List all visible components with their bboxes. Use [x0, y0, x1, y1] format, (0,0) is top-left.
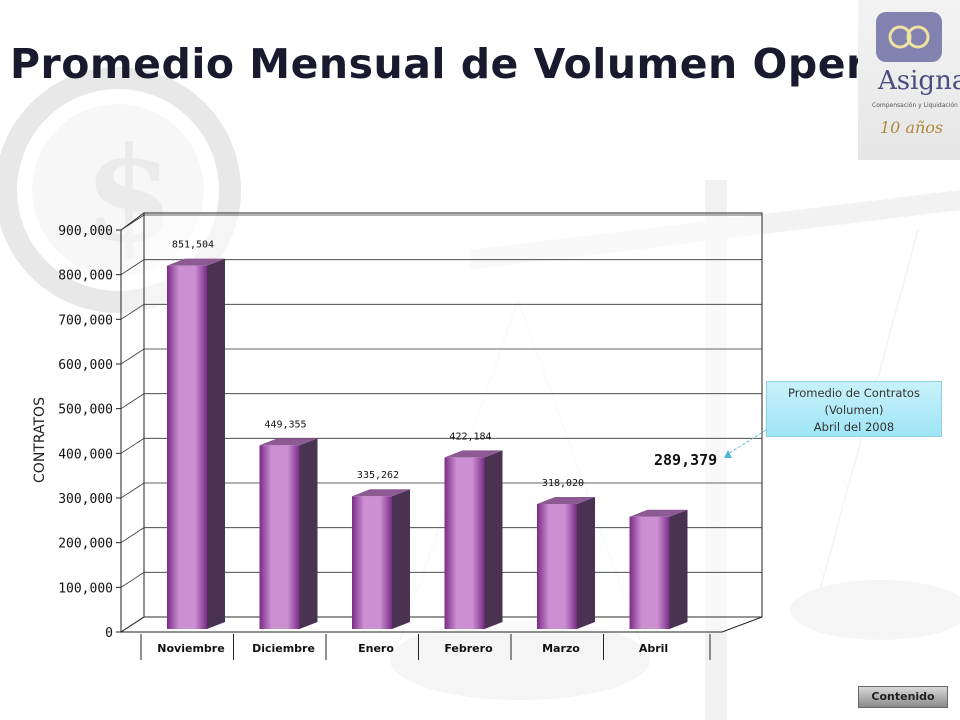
- bar: [167, 258, 225, 629]
- logo-name: Asigna: [878, 66, 960, 96]
- bar-front: [444, 457, 485, 629]
- callout-line-1: Promedio de Contratos: [788, 386, 920, 400]
- bar-front: [352, 496, 392, 629]
- bar-top: [537, 496, 595, 504]
- y-tick-label: 700,000: [58, 313, 113, 328]
- bar: [259, 438, 318, 629]
- data-label: 335,262: [357, 470, 399, 481]
- y-tick-label: 400,000: [58, 447, 113, 462]
- callout-line-3: Abril del 2008: [813, 420, 895, 434]
- callout-value: 289,379: [654, 451, 718, 469]
- data-label: 449,355: [264, 419, 306, 430]
- bar-side: [484, 450, 503, 629]
- plot-side-wall: [120, 212, 145, 633]
- y-tick-label: 100,000: [58, 581, 113, 596]
- gridline: [120, 348, 762, 365]
- dollar-coin-icon: $: [0, 67, 241, 313]
- bar: [444, 450, 503, 629]
- x-tick-label: Diciembre: [252, 642, 315, 655]
- callout-pointer-arrow: [724, 450, 732, 458]
- y-tick-label: 200,000: [58, 537, 113, 552]
- bar-side: [207, 258, 225, 629]
- gridline: [120, 303, 762, 320]
- x-tick-label: Enero: [358, 642, 394, 655]
- y-axis-title-text: CONTRATOS: [32, 397, 48, 483]
- bar-front: [167, 265, 207, 629]
- bar-front: [629, 516, 670, 629]
- y-tick-label: 300,000: [58, 492, 113, 507]
- bar-side: [577, 496, 595, 629]
- callout-box: Promedio de Contratos (Volumen) Abril de…: [766, 381, 942, 437]
- x-tick-label: Abril: [639, 642, 668, 655]
- bar: [537, 496, 595, 629]
- logo-anniversary: 10 años: [880, 118, 944, 137]
- data-label: 851,504: [172, 240, 214, 251]
- contenido-button[interactable]: Contenido: [858, 686, 948, 708]
- bar-front: [259, 445, 300, 629]
- bar-top: [444, 450, 503, 458]
- bar: [352, 489, 410, 629]
- bar-top: [629, 509, 688, 517]
- gridline: [120, 482, 762, 499]
- callout-line-2: (Volumen): [824, 403, 884, 417]
- y-tick-label: 0: [105, 626, 113, 641]
- logo-subtitle: Compensación y Liquidación: [872, 102, 958, 109]
- gridline: [120, 214, 762, 231]
- data-label: 318,020: [542, 478, 584, 489]
- bar-top: [352, 489, 410, 497]
- page-title: Promedio Mensual de Volumen Operado: [10, 40, 954, 88]
- y-tick-label: 500,000: [58, 403, 113, 418]
- x-tick-label: Noviembre: [157, 642, 224, 655]
- bar-front: [537, 503, 577, 629]
- bar: [629, 509, 688, 629]
- gridline: [120, 437, 762, 454]
- y-tick-label: 900,000: [58, 224, 113, 239]
- x-tick-label: Marzo: [542, 642, 580, 655]
- data-label: 422,184: [449, 431, 491, 442]
- gridline: [120, 259, 762, 276]
- callout-pointer: [727, 429, 767, 455]
- bar-top: [259, 438, 318, 446]
- x-tick-label: Febrero: [444, 642, 493, 655]
- bar-side: [392, 489, 410, 629]
- bar-top: [167, 258, 225, 266]
- bar-side: [669, 509, 688, 629]
- gridline: [120, 393, 762, 410]
- y-tick-label: 800,000: [58, 269, 113, 284]
- y-tick-label: 600,000: [58, 358, 113, 373]
- bar-side: [299, 438, 318, 629]
- asigna-logo: Asigna Compensación y Liquidación 10 año…: [858, 0, 960, 160]
